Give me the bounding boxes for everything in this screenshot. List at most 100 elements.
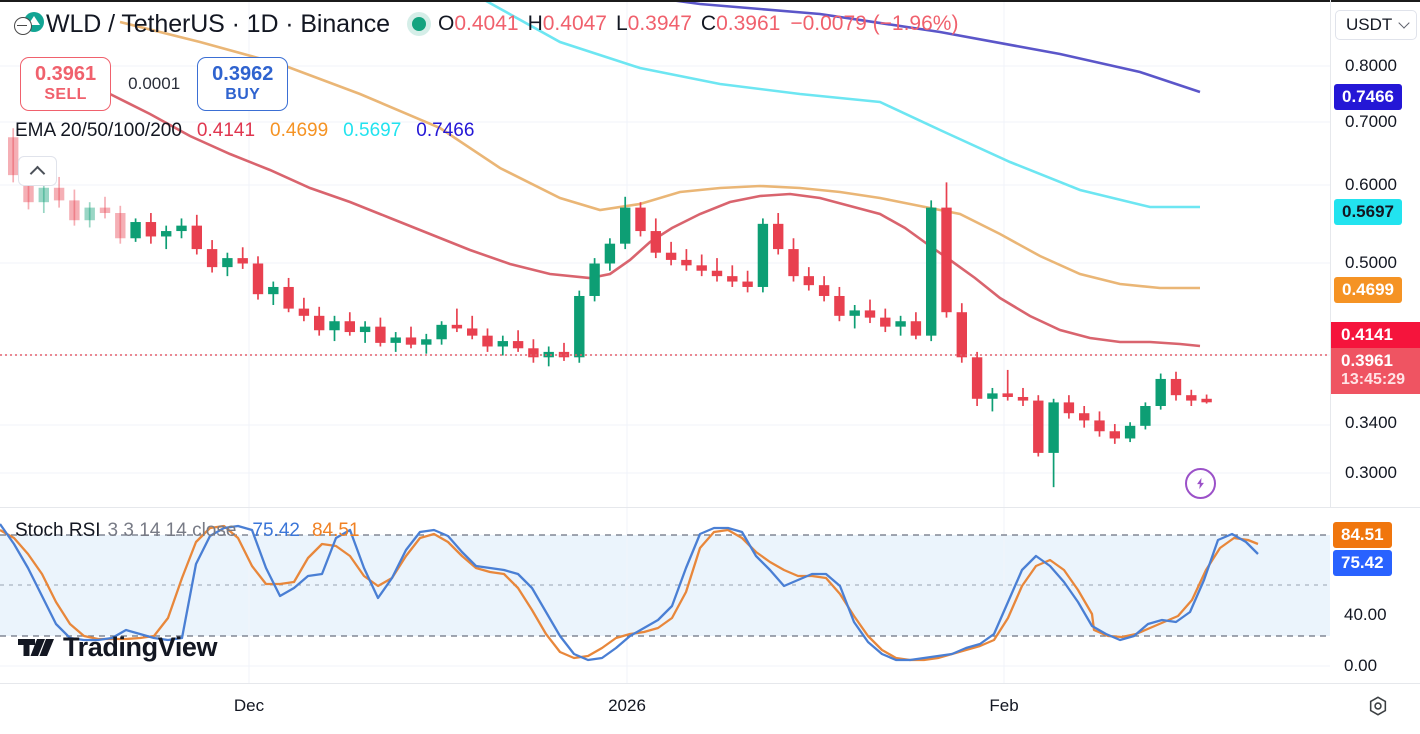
chevron-down-icon: [1398, 17, 1410, 29]
price-tick-5: 0.3000: [1345, 463, 1397, 482]
candle-body: [23, 175, 34, 203]
candle-body: [987, 393, 998, 399]
stoch-rsi-legend[interactable]: Stoch RSI 3 3 14 14 close 75.42 84.51: [15, 520, 360, 542]
tradingview-logo[interactable]: TradingView: [18, 632, 218, 663]
stoch-rsi-svg: [0, 508, 1330, 683]
candle-body: [864, 310, 876, 318]
candle-body: [268, 286, 279, 295]
candle-body: [161, 231, 172, 237]
candle-body: [926, 207, 937, 336]
candle-body: [115, 213, 126, 239]
candle-body: [176, 225, 187, 232]
ema50-value: 0.4699: [270, 120, 329, 141]
candle-body: [849, 310, 860, 316]
lightning-bolt-button[interactable]: [1185, 468, 1216, 499]
candle-body: [375, 326, 386, 343]
ema100-line: [485, 2, 1200, 209]
stoch-rsi-pane[interactable]: [0, 508, 1330, 683]
lightning-bolt-icon: [1197, 477, 1204, 490]
last-price-value: 0.3961: [1341, 351, 1393, 370]
stoch-rsi-params: 3 3 14 14 close: [107, 520, 237, 541]
candle-body: [451, 324, 463, 329]
candle-body: [818, 285, 830, 296]
time-axis-separator: [0, 683, 1420, 684]
candle-body: [910, 321, 922, 336]
candle-body: [421, 339, 432, 345]
candle-body: [589, 263, 600, 296]
candle-body: [8, 137, 19, 176]
ema200-price-pill: 0.7466: [1334, 84, 1402, 110]
stoch-k-line: [0, 523, 1259, 662]
stoch-rsi-name: Stoch RSI: [15, 520, 101, 541]
candle-body: [803, 276, 814, 286]
candle-body: [206, 249, 218, 268]
candle-body: [665, 252, 677, 260]
candle-body: [558, 351, 570, 358]
settings-gear-button[interactable]: [1367, 695, 1389, 717]
candle-body: [971, 357, 983, 399]
candle-body: [711, 270, 723, 277]
candle-body: [467, 328, 478, 336]
time-label-0: Dec: [233, 696, 265, 715]
candle-body: [880, 317, 891, 327]
candle-body: [405, 337, 417, 345]
buy-button[interactable]: 0.3962 BUY: [197, 57, 289, 111]
ema100-price-pill: 0.5697: [1334, 199, 1402, 225]
candle-body: [941, 207, 952, 313]
vertical-gridlines: [248, 2, 1005, 507]
candle-body: [38, 187, 49, 203]
candle-body: [283, 286, 294, 309]
candle-body: [1033, 400, 1044, 453]
time-label-1: 2026: [608, 696, 646, 715]
candle-body: [1140, 406, 1151, 426]
collapse-pane-button[interactable]: [18, 156, 57, 186]
ema-legend[interactable]: EMA 20/50/100/200 0.4141 0.4699 0.5697 0…: [15, 120, 474, 142]
ema20-price-pill: 0.4141: [1331, 322, 1420, 350]
candle-body: [543, 351, 554, 358]
candle-body: [252, 263, 264, 295]
currency-label: USDT: [1346, 15, 1393, 34]
candle-body: [298, 308, 310, 316]
ema50-line: [119, 20, 1200, 290]
candle-body: [1155, 378, 1166, 406]
candle-body: [757, 223, 769, 287]
candle-body: [1124, 425, 1136, 439]
candle-body: [650, 231, 661, 253]
stoch-tick-40: 40.00: [1344, 605, 1387, 624]
stoch-rsi-axis[interactable]: 84.51 75.42 40.00 0.00: [1330, 508, 1420, 683]
time-axis[interactable]: Dec 2026 Feb: [0, 684, 1420, 734]
candle-body: [528, 348, 539, 358]
candle-body: [742, 281, 753, 287]
candle-body: [130, 222, 141, 239]
sell-price: 0.3961: [35, 63, 97, 85]
candle-body: [1201, 398, 1212, 403]
ema200-value: 0.7466: [416, 120, 475, 141]
candle-body: [696, 265, 707, 271]
candle-body: [727, 276, 738, 282]
price-tick-3: 0.5000: [1345, 253, 1397, 272]
sell-button[interactable]: 0.3961 SELL: [20, 57, 112, 111]
bar-countdown: 13:45:29: [1341, 371, 1406, 389]
price-chart-pane[interactable]: [0, 2, 1330, 507]
price-chart-svg: [0, 2, 1330, 507]
candle-body: [69, 200, 80, 221]
candle-body: [1017, 396, 1029, 401]
candle-body: [956, 312, 967, 358]
candle-body: [1079, 413, 1090, 421]
buy-price: 0.3962: [212, 63, 274, 85]
tradingview-logo-text: TradingView: [63, 632, 218, 662]
chevron-up-icon: [29, 165, 46, 181]
buy-label: BUY: [225, 85, 261, 103]
ema20-line: [34, 62, 1201, 348]
ema-legend-name: EMA 20/50/100/200: [15, 120, 182, 141]
ema100-value: 0.5697: [343, 120, 402, 141]
currency-selector[interactable]: USDT: [1335, 10, 1417, 40]
spread-value: 0.0001: [128, 73, 181, 93]
candle-body: [497, 341, 508, 347]
ema20-price-pill-value: 0.4141: [1341, 325, 1393, 344]
price-axis[interactable]: USDT 0.8000 0.7466 0.7000 0.6000 0.5697 …: [1330, 2, 1420, 507]
candle-body: [237, 258, 248, 264]
candle-body: [482, 335, 493, 347]
candle-body: [390, 337, 401, 343]
